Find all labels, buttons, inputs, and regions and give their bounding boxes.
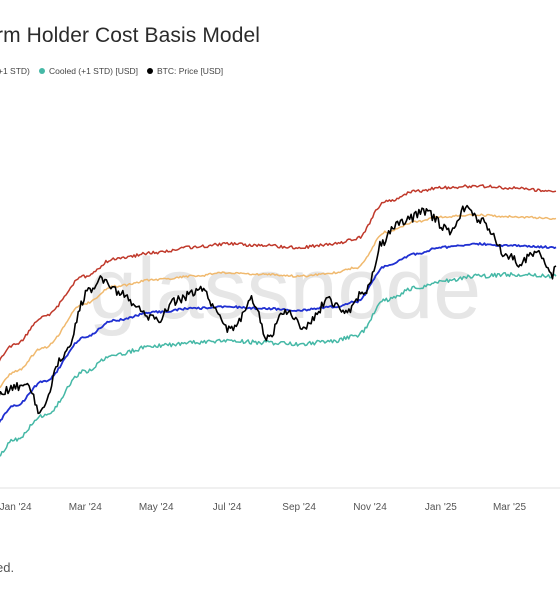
series-line-red-band [0,184,557,362]
footer-fragment: ed. [0,560,15,575]
legend-item-price[interactable]: BTC: Price [USD] [147,66,223,76]
x-tick-label: Jan '24 [0,502,32,513]
legend-item-red-band[interactable]: +1 STD) [0,66,30,76]
x-tick-label: Jul '24 [213,502,242,513]
series-line-cooled [0,271,557,457]
footer-text: ed. [0,560,14,575]
x-axis-ticks: Jan '24 Mar '24 May '24 Jul '24 Sep '24 Nov '… [0,502,526,513]
series-line-btc-price [0,204,557,415]
legend-label-cooled: Cooled (+1 STD) [USD] [49,66,139,76]
series-layer [0,184,557,457]
legend-dot-cooled [39,68,45,74]
x-tick-label: Sep '24 [282,502,316,513]
legend-dot-price [147,68,153,74]
chart-title: rm Holder Cost Basis Model [0,24,261,47]
series-line-blue-basis [0,242,557,424]
x-tick-label: May '24 [139,502,174,513]
x-tick-label: Mar '25 [493,502,526,513]
legend-item-cooled[interactable]: Cooled (+1 STD) [USD] [39,66,138,76]
x-tick-label: Jan '25 [425,502,457,513]
legend-label-red-band: +1 STD) [0,66,30,76]
x-tick-label: Mar '24 [69,502,102,513]
legend-label-price: BTC: Price [USD] [157,66,224,76]
series-line-orange-band [0,213,557,389]
x-tick-label: Nov '24 [353,502,387,513]
watermark-glassnode: glassnode [89,241,481,337]
